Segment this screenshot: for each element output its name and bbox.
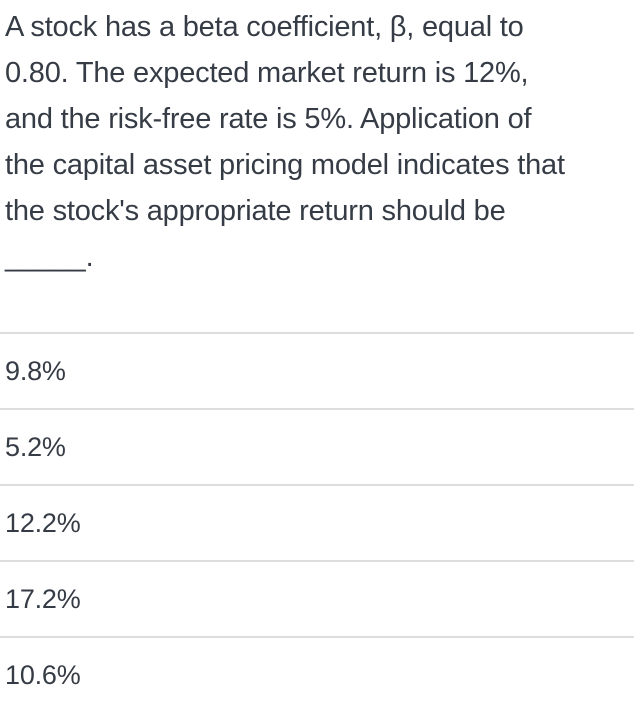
answer-option-label: 17.2% [5, 583, 81, 614]
question-line-5: the stock's appropriate return should be [5, 195, 506, 227]
question-line-3: and the risk-free rate is 5%. Applicatio… [5, 103, 532, 135]
answer-option-1[interactable]: 9.8% [0, 332, 634, 408]
question-blank: _____. [5, 241, 94, 273]
answer-option-label: 5.2% [5, 431, 66, 462]
question-line-2: 0.80. The expected market return is 12%, [5, 57, 529, 89]
question-line-1: A stock has a beta coefficient, β, equal… [5, 11, 524, 43]
answer-options-list: 9.8% 5.2% 12.2% 17.2% 10.6% [0, 332, 634, 702]
question-text: A stock has a beta coefficient, β, equal… [0, 0, 634, 280]
answer-option-5[interactable]: 10.6% [0, 636, 634, 702]
answer-option-3[interactable]: 12.2% [0, 484, 634, 560]
answer-option-4[interactable]: 17.2% [0, 560, 634, 636]
question-line-4: the capital asset pricing model indicate… [5, 149, 565, 181]
answer-option-label: 9.8% [5, 355, 66, 386]
answer-option-label: 12.2% [5, 507, 81, 538]
answer-option-2[interactable]: 5.2% [0, 408, 634, 484]
answer-option-label: 10.6% [5, 659, 81, 690]
